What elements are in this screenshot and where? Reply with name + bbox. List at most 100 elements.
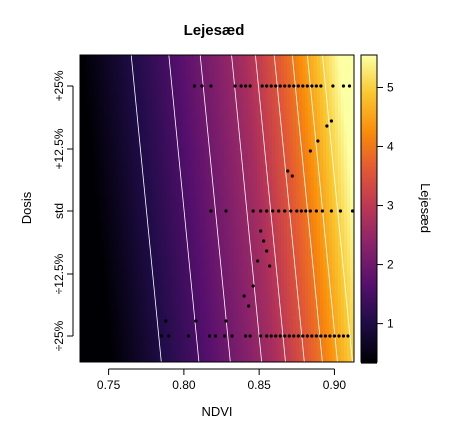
heat-cell [173,73,177,77]
heat-cell [80,79,84,83]
heat-cell [86,94,90,98]
heat-cell [317,73,321,77]
heat-cell [305,88,309,92]
heat-cell [152,76,156,80]
heat-cell [137,76,141,80]
heat-cell [203,85,207,89]
heat-cell [329,55,333,59]
heat-cell [278,76,282,80]
heat-cell [263,88,267,92]
heat-cell [101,88,105,92]
heat-cell [266,91,270,95]
heat-cell [116,85,120,89]
heat-cell [128,88,132,92]
heat-cell [116,70,120,74]
heat-cell [137,91,141,95]
heat-cell [230,88,234,92]
heat-cell [260,88,264,92]
heat-cell [299,76,303,80]
heat-cell [299,85,303,89]
heat-cell [308,91,312,95]
heat-cell [95,85,99,89]
heat-cell [182,88,186,92]
heat-cell [332,73,336,77]
heat-cell [269,64,273,68]
heat-cell [80,88,84,92]
heat-cell [338,91,342,95]
heat-cell [212,79,216,83]
heat-cell [203,61,207,65]
heat-cell [113,79,117,83]
heat-cell [83,73,87,77]
heat-cell [290,58,294,62]
heat-cell [236,85,240,89]
heat-cell [104,58,108,62]
heat-cell [125,58,129,62]
heat-cell [323,58,327,62]
heat-cell [122,91,126,95]
heat-cell [107,73,111,77]
heat-cell [89,61,93,65]
heat-cell [89,88,93,92]
heat-cell [293,73,297,77]
heat-cell [185,79,189,83]
heat-cell [218,88,222,92]
heat-cell [302,61,306,65]
heat-cell [188,55,192,59]
heat-cell [314,88,318,92]
heat-cell [290,55,294,59]
heat-cell [317,70,321,74]
heat-cell [152,82,156,86]
heat-cell [224,88,228,92]
heat-cell [287,76,291,80]
heat-cell [80,61,84,65]
heat-cell [143,85,147,89]
heat-cell [116,64,120,68]
heat-cell [215,91,219,95]
heat-cell [101,91,105,95]
heat-cell [161,88,165,92]
heat-cell [113,55,117,59]
heat-cell [233,91,237,95]
heat-cell [197,79,201,83]
heat-cell [86,76,90,80]
heat-cell [80,67,84,71]
heat-cell [218,58,222,62]
heat-cell [125,73,129,77]
heat-cell [242,73,246,77]
heat-cell [176,55,180,59]
heat-cell [80,82,84,86]
heat-cell [329,64,333,68]
heat-cell [176,82,180,86]
heat-cell [83,64,87,68]
heat-cell [119,61,123,65]
heat-cell [239,55,243,59]
heat-cell [317,79,321,83]
heat-cell [251,82,255,86]
heat-cell [191,73,195,77]
heat-cell [146,70,150,74]
heat-cell [107,70,111,74]
heat-cell [338,73,342,77]
heat-cell [239,76,243,80]
heat-cell [83,70,87,74]
heat-cell [290,67,294,71]
heat-cell [167,67,171,71]
heat-cell [182,85,186,89]
heat-cell [104,94,108,98]
heat-cell [350,76,354,80]
heat-cell [92,73,96,77]
heat-cell [227,64,231,68]
heat-cell [245,61,249,65]
heat-cell [344,76,348,80]
heat-cell [326,73,330,77]
heat-cell [176,67,180,71]
heat-cell [200,82,204,86]
heat-cell [149,91,153,95]
heat-cell [239,79,243,83]
heat-cell [152,88,156,92]
heat-cell [278,55,282,59]
heat-cell [107,64,111,68]
heat-cell [233,64,237,68]
